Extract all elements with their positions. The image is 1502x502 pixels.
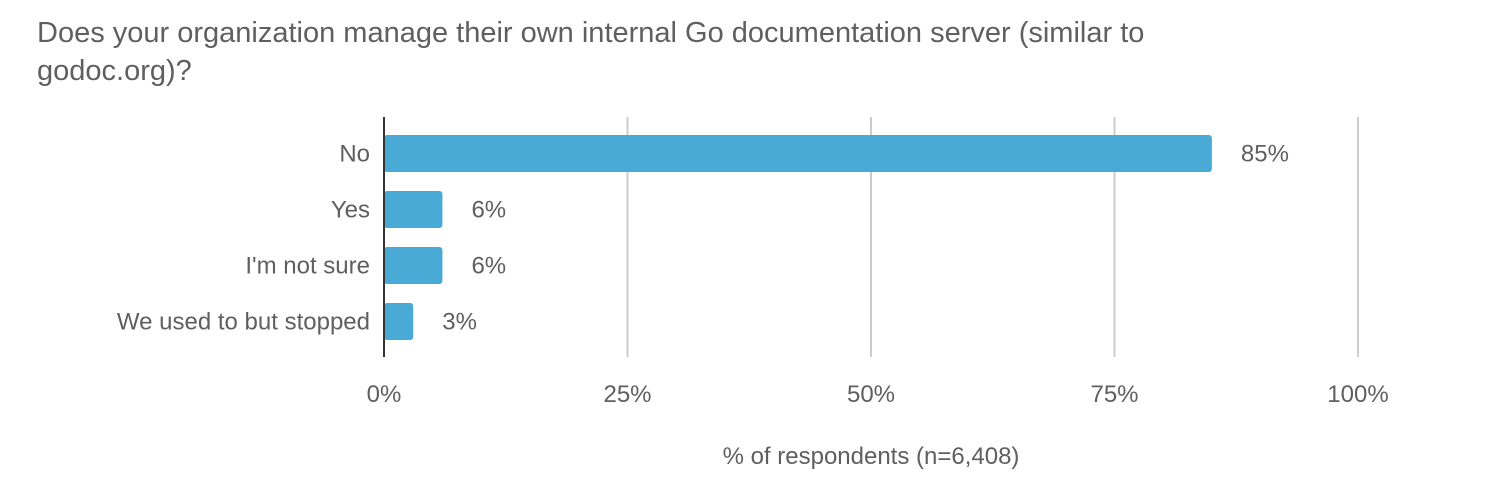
category-label-1: Yes xyxy=(331,197,370,224)
value-label-2: 6% xyxy=(471,253,506,280)
bar-3 xyxy=(384,303,414,340)
x-tick-label-50: 50% xyxy=(847,381,895,408)
value-label-0: 85% xyxy=(1241,141,1289,168)
chart-title: Does your organization manage their own … xyxy=(37,17,1145,87)
category-label-0: No xyxy=(339,141,370,168)
bar-2 xyxy=(384,247,443,284)
x-tick-label-75: 75% xyxy=(1090,381,1138,408)
value-labels: 85% 6% 6% 3% xyxy=(442,141,1289,336)
category-labels: No Yes I'm not sure We used to but stopped xyxy=(117,141,370,336)
bar-1 xyxy=(384,191,443,228)
x-tick-labels: 0% 25% 50% 75% 100% xyxy=(367,381,1389,408)
value-label-1: 6% xyxy=(471,197,506,224)
x-tick-label-100: 100% xyxy=(1327,381,1388,408)
x-tick-label-25: 25% xyxy=(603,381,651,408)
x-tick-label-0: 0% xyxy=(367,381,402,408)
category-label-3: We used to but stopped xyxy=(117,309,370,336)
bars xyxy=(384,135,1212,340)
category-label-2: I'm not sure xyxy=(245,253,370,280)
x-axis-title: % of respondents (n=6,408) xyxy=(723,443,1020,470)
value-label-3: 3% xyxy=(442,309,477,336)
bar-0 xyxy=(384,135,1212,172)
